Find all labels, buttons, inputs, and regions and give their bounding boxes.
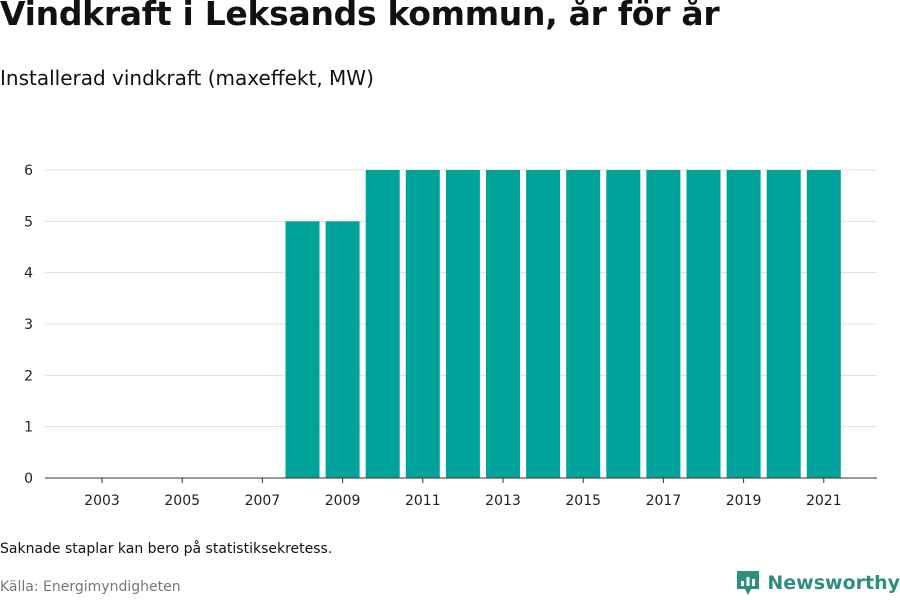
y-tick-label: 0	[24, 471, 33, 487]
bar	[686, 170, 721, 478]
bar	[285, 221, 320, 478]
chart-title: Vindkraft i Leksands kommun, år för år	[0, 0, 720, 33]
bar	[766, 170, 801, 478]
x-tick-label: 2011	[405, 493, 441, 509]
newsworthy-logo-icon	[737, 571, 760, 595]
brand-logo: Newsworthy	[735, 569, 900, 597]
y-tick-label: 3	[24, 317, 33, 333]
x-tick-label: 2013	[485, 493, 521, 509]
x-tick-label: 2017	[646, 493, 682, 509]
brand-name: Newsworthy	[767, 572, 900, 594]
x-tick-label: 2015	[565, 493, 601, 509]
x-tick-label: 2005	[164, 493, 200, 509]
bar	[486, 170, 520, 478]
bar	[566, 170, 601, 478]
y-tick-label: 6	[24, 163, 33, 179]
x-tick-label: 2003	[84, 493, 120, 509]
x-tick-label: 2009	[325, 493, 361, 509]
chart-subtitle: Installerad vindkraft (maxeffekt, MW)	[0, 66, 374, 90]
y-tick-label: 4	[24, 266, 33, 282]
footnote: Saknade staplar kan bero på statistiksek…	[0, 541, 333, 557]
x-tick-label: 2021	[806, 493, 842, 509]
bar	[405, 170, 440, 478]
bar	[526, 170, 561, 478]
bar	[325, 221, 360, 478]
x-tick-label: 2019	[726, 493, 762, 509]
y-tick-label: 1	[24, 420, 33, 436]
bar	[606, 170, 641, 478]
bar	[726, 170, 761, 478]
bar	[365, 170, 400, 478]
x-tick-label: 2007	[245, 493, 281, 509]
y-tick-label: 5	[24, 214, 33, 230]
source-credit: Källa: Energimyndigheten	[0, 579, 181, 595]
bar	[806, 170, 841, 478]
bar-chart: 0 1 2 3 4 5 6 2003 2005 2007 2009 2011 2013 2015 2017 2…	[24, 163, 877, 509]
bar	[646, 170, 681, 478]
y-tick-label: 2	[24, 368, 33, 384]
bar	[445, 170, 480, 478]
